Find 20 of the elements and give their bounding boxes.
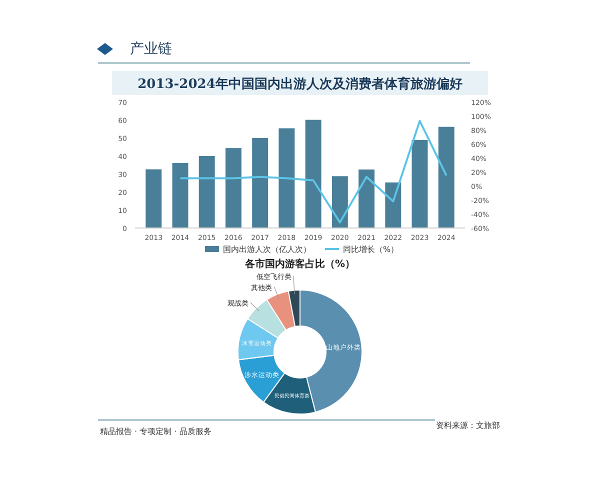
chart-title: 2013-2024年中国国内出游人次及消费者体育旅游偏好 [138,76,462,92]
bar [385,182,402,228]
bar [412,140,428,228]
line-series [179,120,448,224]
bar [278,128,295,228]
bar [358,170,375,228]
bar [332,176,348,228]
bar [198,156,215,228]
legend-label: 同比增长（%） [343,245,399,254]
bar [252,138,268,228]
bar [225,148,242,228]
legend-label: 国内出游人次（亿人次） [223,245,311,254]
chart-title: 各市国内游客占比（%） [244,258,356,270]
text: 产业链 [130,41,172,57]
bar [146,169,162,228]
text: 精品报告 · 专项定制 · 品质服务 [100,427,212,436]
text: 资料来源：文旅部 [436,421,500,430]
bar [438,126,454,228]
bar [305,120,322,228]
bar [172,163,188,228]
